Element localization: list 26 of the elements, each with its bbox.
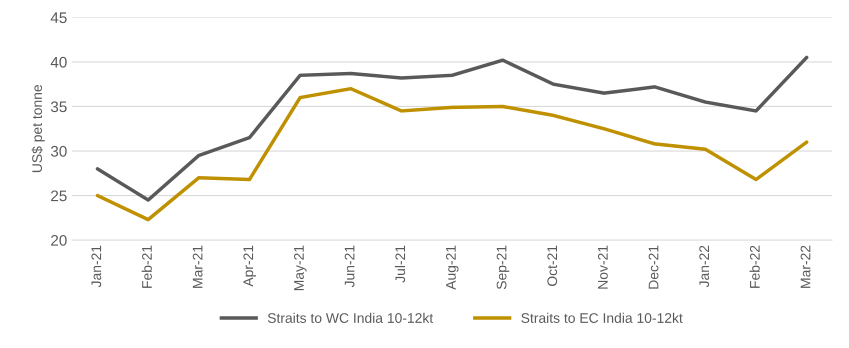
y-tick-label: 20: [51, 234, 67, 246]
x-tick-label: May-21: [294, 246, 307, 290]
x-tick-label: Jul-21: [394, 246, 406, 283]
x-tick-label: Dec-21: [648, 246, 658, 289]
x-tick-label: Apr-21: [243, 246, 256, 287]
legend-label: Straits to WC India 10-12kt: [268, 312, 434, 323]
x-tick-label: Mar-21: [192, 246, 203, 288]
x-tick-label: Jan-22: [699, 246, 710, 288]
x-tick-label: Mar-22: [800, 246, 810, 288]
x-tick-label: Sep-21: [496, 246, 510, 290]
x-tick-label: Feb-22: [750, 246, 760, 288]
line-series: [96, 56, 808, 202]
x-tick-label: Nov-21: [598, 246, 608, 289]
y-tick-label: 45: [50, 12, 67, 24]
y-tick-label: 30: [50, 146, 67, 157]
x-tick-label: Oct-21: [547, 246, 558, 286]
x-tick-label: Aug-21: [446, 246, 459, 290]
y-tick-label: 40: [50, 56, 67, 68]
y-axis-title: US$ pet tonne: [32, 84, 45, 172]
x-tick-label: Feb-21: [142, 246, 152, 288]
x-tick-label: Jun-21: [344, 246, 355, 288]
x-tick-label: Jan-21: [91, 246, 102, 288]
y-tick-label: 25: [51, 190, 67, 202]
y-tick-label: 35: [50, 101, 67, 112]
line-series: [96, 86, 808, 222]
legend-label: Straits to EC India 10-12kt: [521, 312, 683, 323]
